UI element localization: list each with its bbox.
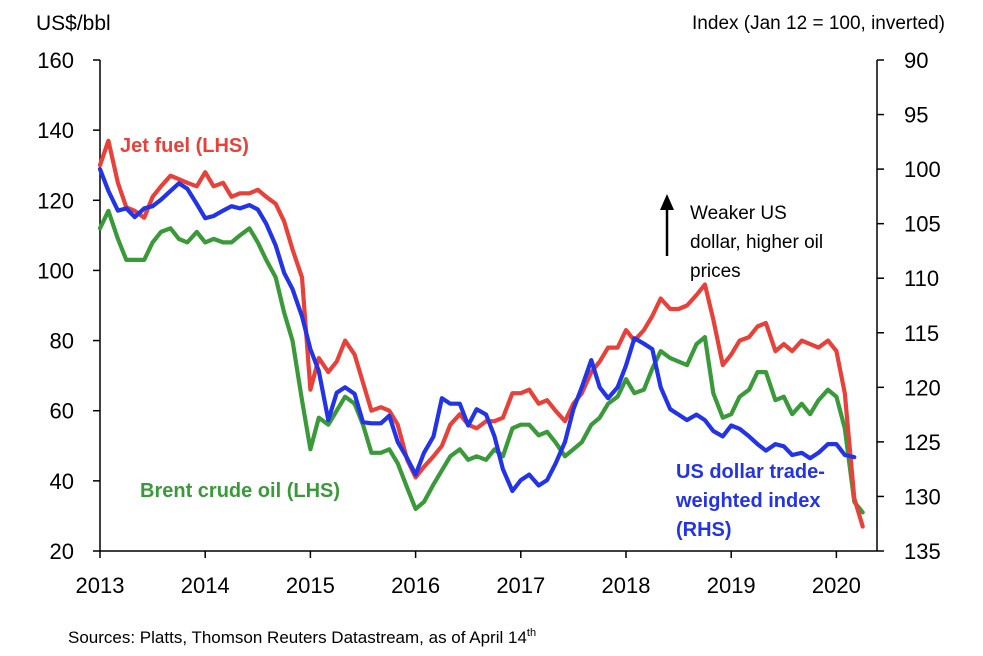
- usd-label: US dollar trade- weighted index (RHS): [675, 461, 825, 541]
- note-line-3: prices: [690, 261, 741, 282]
- y-tick-label-left: 80: [50, 329, 74, 354]
- note-line-1: Weaker US: [690, 203, 787, 224]
- arrow-head-icon: [660, 194, 674, 210]
- y-tick-label-right: 100: [904, 157, 941, 182]
- x-tick-label: 2013: [76, 573, 125, 598]
- axes: [99, 60, 878, 552]
- y-axis-right: 90 95 100 105 110 115 120 125 130 135: [877, 48, 941, 564]
- usd-index-line: [97, 167, 857, 494]
- x-tick-label: 2017: [496, 573, 545, 598]
- x-axis: 2013 2014 2015 2016 2017 2018 2019 2020: [76, 551, 861, 598]
- y-tick-label-right: 130: [904, 484, 941, 509]
- y-axis-title-left: US$/bbl: [36, 12, 111, 35]
- brent-line: [97, 208, 865, 515]
- x-tick-label: 2014: [181, 573, 230, 598]
- note-line-2: dollar, higher oil: [690, 232, 823, 253]
- y-tick-label-left: 100: [37, 258, 74, 283]
- source-note: Sources: Platts, Thomson Reuters Datastr…: [68, 627, 536, 647]
- usd-label-line-2: weighted index: [675, 490, 820, 512]
- x-tick-label: 2015: [286, 573, 335, 598]
- y-tick-label-right: 90: [904, 48, 928, 73]
- y-tick-label-right: 120: [904, 375, 941, 400]
- jet-fuel-line: [97, 138, 865, 529]
- weaker-dollar-note: Weaker US dollar, higher oil prices: [660, 194, 823, 282]
- x-tick-label: 2019: [707, 573, 756, 598]
- x-tick-label: 2016: [391, 573, 440, 598]
- y-tick-label-right: 125: [904, 430, 941, 455]
- usd-label-line-1: US dollar trade-: [676, 461, 825, 483]
- y-tick-label-right: 135: [904, 539, 941, 564]
- series-lines: [97, 138, 865, 529]
- source-superscript: th: [527, 627, 536, 639]
- brent-label: Brent crude oil (LHS): [140, 480, 340, 502]
- y-axis-title-right: Index (Jan 12 = 100, inverted): [692, 13, 945, 34]
- y-tick-label-left: 40: [50, 469, 74, 494]
- x-tick-label: 2018: [602, 573, 651, 598]
- y-tick-label-right: 105: [904, 212, 941, 237]
- y-tick-label-left: 20: [50, 539, 74, 564]
- y-axis-left: 20 40 60 80 100 120 140 160: [37, 48, 100, 564]
- y-tick-label-left: 140: [37, 118, 74, 143]
- source-text: Sources: Platts, Thomson Reuters Datastr…: [68, 628, 527, 647]
- y-tick-label-left: 120: [37, 188, 74, 213]
- usd-label-line-3: (RHS): [676, 519, 732, 541]
- y-tick-label-left: 160: [37, 48, 74, 73]
- y-tick-label-right: 110: [904, 266, 939, 291]
- jet-fuel-label: Jet fuel (LHS): [120, 135, 249, 157]
- y-tick-label-right: 95: [904, 103, 928, 128]
- x-tick-label: 2020: [812, 573, 861, 598]
- y-tick-label-left: 60: [50, 399, 74, 424]
- y-tick-label-right: 115: [904, 321, 939, 346]
